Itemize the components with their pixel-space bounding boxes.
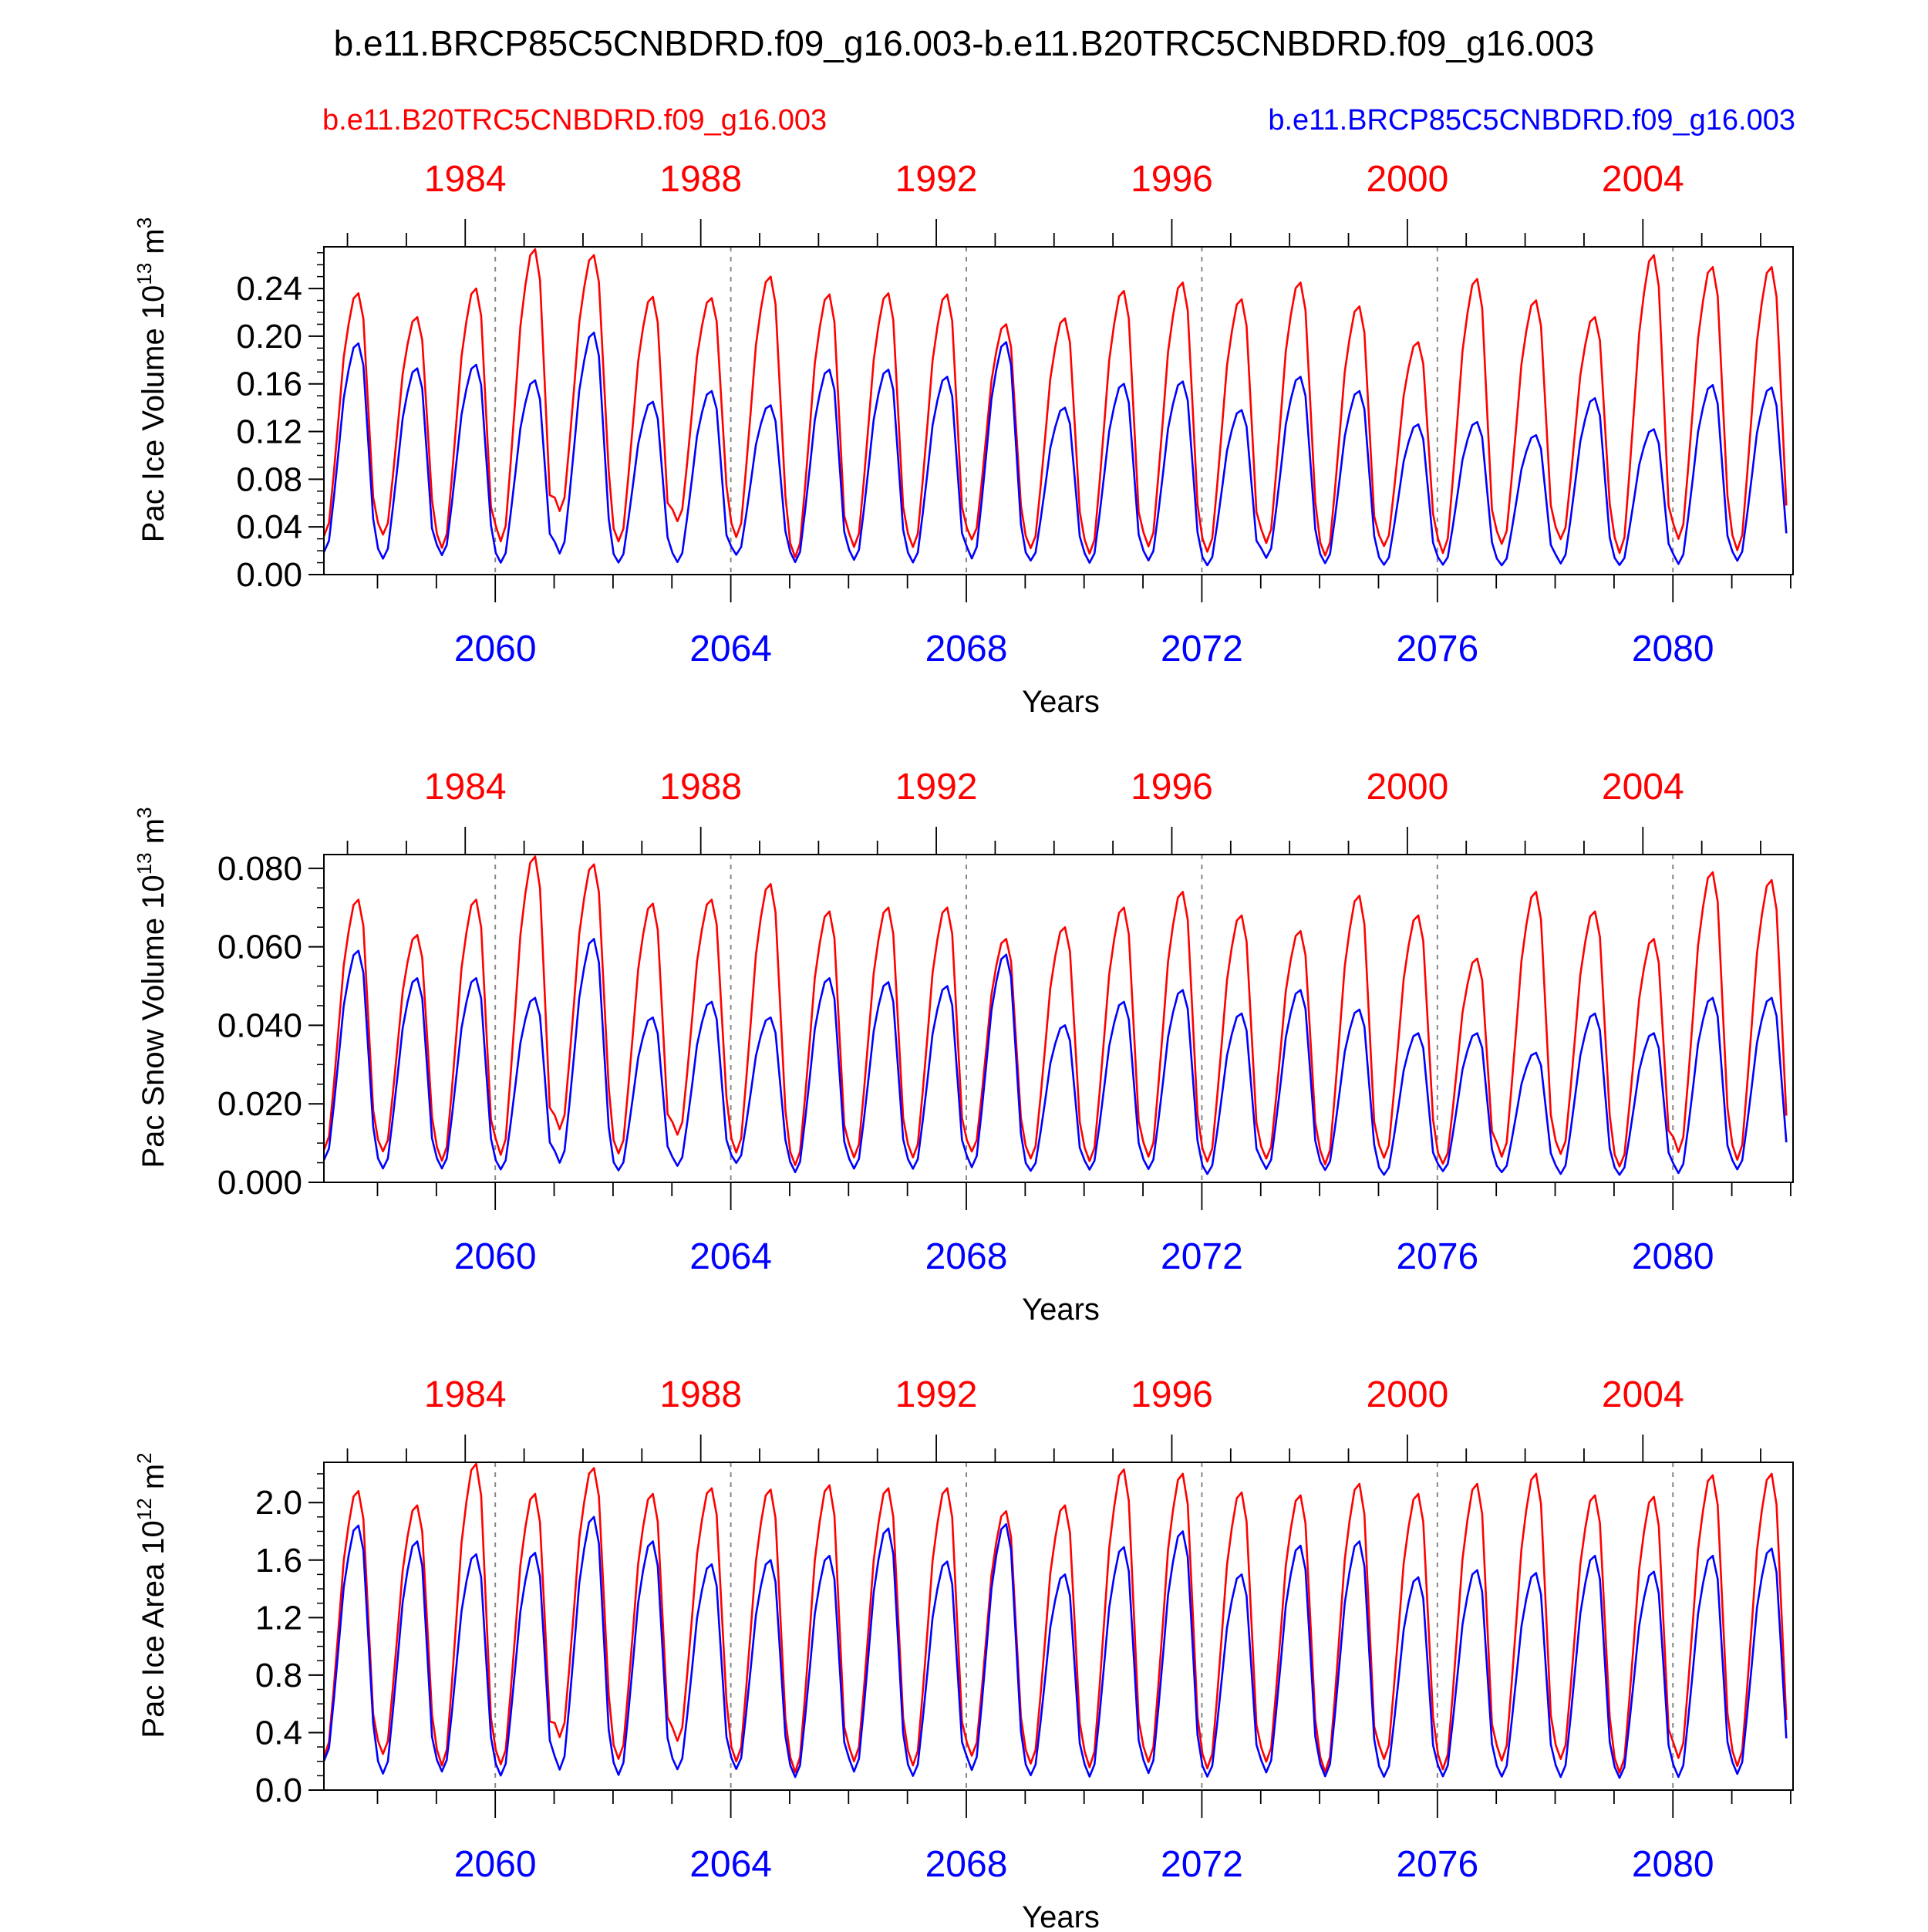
panel-3: 0.0 0.4 0.8 1.2 1.6 2.0 1984 1988 1992 1996 2000 20…	[133, 1374, 1794, 1932]
series-line-blue	[324, 1516, 1788, 1779]
top-year-label: 1988	[659, 767, 742, 808]
y-tick-label: 0.000	[217, 1164, 302, 1202]
series-line-red	[324, 855, 1788, 1168]
bottom-year-label: 2060	[454, 1844, 537, 1885]
top-year-label: 1984	[424, 159, 507, 200]
top-year-label: 2004	[1602, 159, 1684, 200]
top-year-label: 1992	[895, 159, 978, 200]
y-axis-title-exponent: 13	[133, 852, 156, 875]
y-axis-title-main: Pac Ice Volume 10	[137, 285, 170, 543]
bottom-year-label: 2060	[454, 629, 537, 669]
y-axis-title-unit-exponent: 3	[133, 217, 156, 228]
y-tick-label: 0.00	[236, 556, 302, 594]
top-year-label: 1996	[1131, 159, 1213, 200]
plot-frame	[323, 854, 1794, 1183]
bottom-year-label: 2068	[925, 1236, 1008, 1277]
y-tick-label: 0.8	[255, 1657, 302, 1694]
y-axis-title-unit-exponent: 3	[133, 807, 156, 818]
y-axis-title: Pac Ice Area 1012 m2	[133, 1452, 170, 1738]
y-axis-title-exponent: 13	[133, 263, 156, 285]
y-tick-label: 1.2	[255, 1599, 302, 1637]
figure-title: b.e11.BRCP85C5CNBDRD.f09_g16.003-b.e11.B…	[334, 23, 1595, 63]
top-year-label: 2004	[1602, 767, 1684, 808]
y-axis-title-unit: m	[137, 1464, 170, 1498]
top-year-label: 1996	[1131, 1374, 1213, 1415]
panel-2: 0.000 0.020 0.040 0.060 0.080 1984 1988 1992 199…	[133, 767, 1794, 1327]
series-line-blue	[324, 331, 1788, 567]
y-axis-title: Pac Ice Volume 1013 m3	[133, 217, 170, 542]
y-tick-label: 0.0	[255, 1772, 302, 1809]
top-year-label: 1984	[424, 1374, 507, 1415]
y-axis-title-unit: m	[137, 228, 170, 262]
y-tick-label: 0.16	[236, 366, 302, 403]
plot-frame	[323, 1462, 1794, 1791]
y-tick-label: 0.060	[217, 929, 302, 966]
top-year-label: 2000	[1366, 767, 1448, 808]
panels: 0.00 0.04 0.08 0.12 0.16 0.20 0.24 1984 1988 1992…	[133, 159, 1794, 1932]
bottom-year-label: 2068	[925, 629, 1008, 669]
bottom-year-label: 2064	[689, 1236, 772, 1277]
bottom-year-label: 2072	[1161, 629, 1243, 669]
plot-frame	[323, 246, 1794, 575]
y-axis-title-unit-exponent: 2	[133, 1452, 156, 1463]
top-year-label: 1996	[1131, 767, 1213, 808]
top-year-label: 1992	[895, 767, 978, 808]
top-year-label: 2000	[1366, 1374, 1448, 1415]
y-tick-label: 0.040	[217, 1006, 302, 1044]
y-axis-title-unit: m	[137, 818, 170, 852]
bottom-year-label: 2068	[925, 1844, 1008, 1885]
y-tick-label: 0.08	[236, 460, 302, 498]
y-axis-title-main: Pac Ice Area 10	[137, 1520, 170, 1738]
y-tick-label: 0.24	[236, 270, 302, 308]
series-line-blue	[324, 938, 1788, 1176]
top-year-label: 1988	[659, 159, 742, 200]
top-year-label: 2000	[1366, 159, 1448, 200]
bottom-year-label: 2064	[689, 1844, 772, 1885]
series-line-red	[324, 248, 1788, 558]
x-axis-title: Years	[1022, 1293, 1100, 1327]
bottom-year-label: 2076	[1396, 629, 1478, 669]
y-axis-title: Pac Snow Volume 1013 m3	[133, 807, 170, 1168]
bottom-year-label: 2076	[1396, 1844, 1478, 1885]
top-year-label: 1984	[424, 767, 507, 808]
y-tick-label: 0.20	[236, 318, 302, 356]
panel-1: 0.00 0.04 0.08 0.12 0.16 0.20 0.24 1984 1988 1992…	[133, 159, 1794, 719]
y-tick-label: 2.0	[255, 1484, 302, 1522]
bottom-year-label: 2060	[454, 1236, 537, 1277]
legend-blue-label: b.e11.BRCP85C5CNBDRD.f09_g16.003	[1268, 104, 1795, 137]
bottom-year-label: 2076	[1396, 1236, 1478, 1277]
series-line-red	[324, 1462, 1788, 1774]
bottom-year-label: 2080	[1632, 1844, 1714, 1885]
y-axis-title-main: Pac Snow Volume 10	[137, 875, 170, 1168]
y-tick-label: 0.4	[255, 1714, 302, 1752]
y-tick-label: 0.12	[236, 413, 302, 451]
top-year-label: 2004	[1602, 1374, 1684, 1415]
y-tick-label: 0.020	[217, 1085, 302, 1123]
bottom-year-label: 2072	[1161, 1236, 1243, 1277]
bottom-year-label: 2080	[1632, 629, 1714, 669]
legend-red-label: b.e11.B20TRC5CNBDRD.f09_g16.003	[322, 104, 827, 137]
bottom-year-label: 2080	[1632, 1236, 1714, 1277]
top-year-label: 1988	[659, 1374, 742, 1415]
bottom-year-label: 2064	[689, 629, 772, 669]
y-tick-label: 1.6	[255, 1542, 302, 1580]
y-tick-label: 0.080	[217, 850, 302, 888]
x-axis-title: Years	[1022, 1900, 1100, 1928]
x-axis-title: Years	[1022, 685, 1100, 719]
top-year-label: 1992	[895, 1374, 978, 1415]
bottom-year-label: 2072	[1161, 1844, 1243, 1885]
y-tick-label: 0.04	[236, 508, 302, 546]
y-axis-title-exponent: 12	[133, 1498, 156, 1520]
